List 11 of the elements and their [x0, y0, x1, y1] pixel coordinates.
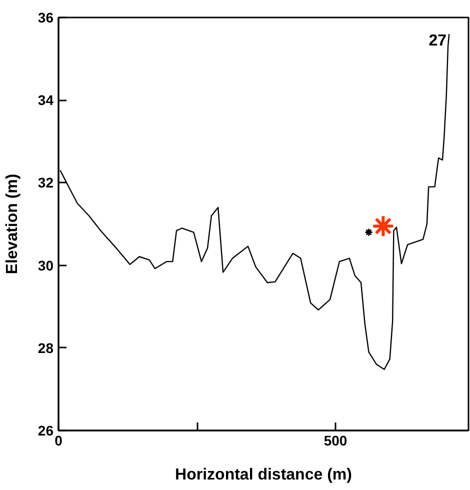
y-tick-label: 26 — [38, 422, 54, 438]
x-tick-label: 0 — [54, 432, 63, 448]
y-tick-label: 32 — [38, 174, 54, 191]
y-tick-label: 36 — [38, 10, 54, 26]
y-tick-label: 30 — [38, 257, 54, 274]
x-axis-title: Horizontal distance (m) — [175, 466, 352, 484]
y-tick-label: 34 — [38, 92, 54, 108]
y-tick-label: 28 — [38, 340, 54, 356]
x-tick-label: 500 — [324, 432, 348, 448]
y-axis-title: Elevation (m) — [4, 174, 21, 274]
annotation: 27 — [428, 32, 447, 50]
